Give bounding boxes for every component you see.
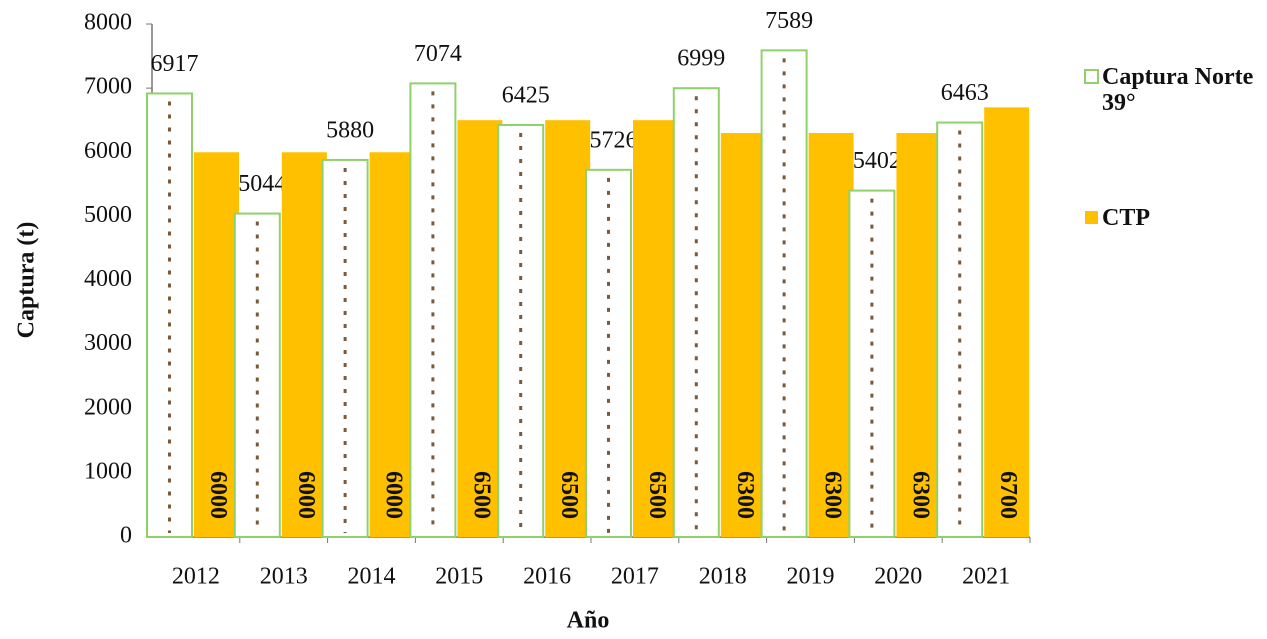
bar — [984, 107, 1030, 538]
y-tick-label: 3000 — [84, 330, 132, 356]
x-tick-label: 2019 — [787, 564, 835, 590]
bar — [457, 120, 503, 537]
legend-label: Captura Norte 39° — [1102, 64, 1254, 116]
value-label: 6300 — [820, 471, 846, 519]
value-label: 5402 — [853, 148, 901, 174]
bar — [808, 133, 854, 537]
legend-label: CTP — [1102, 205, 1150, 231]
bar — [585, 168, 632, 538]
bar — [146, 92, 193, 538]
x-tick-label: 2012 — [172, 564, 220, 590]
y-tick-label: 4000 — [84, 266, 132, 292]
x-tick-label: 2020 — [874, 564, 922, 590]
value-label: 6000 — [293, 471, 319, 519]
bar — [896, 133, 942, 537]
y-tick-label: 6000 — [84, 138, 132, 164]
value-label: 5044 — [238, 171, 286, 197]
x-tick-label: 2021 — [962, 564, 1010, 590]
value-label: 6000 — [205, 471, 231, 519]
value-label: 6500 — [644, 471, 670, 519]
legend-swatch — [1084, 69, 1099, 84]
x-tick-label: 2014 — [348, 564, 396, 590]
bar — [369, 152, 415, 537]
value-label: 6500 — [556, 471, 582, 519]
y-tick-label: 8000 — [84, 10, 132, 36]
y-axis-title: Captura (t) — [14, 222, 40, 339]
x-tick-label: 2018 — [699, 564, 747, 590]
value-label: 6425 — [502, 82, 550, 108]
y-tick-label: 0 — [120, 523, 132, 549]
value-label: 6999 — [677, 46, 725, 72]
value-label: 6700 — [995, 471, 1021, 519]
y-tick-label: 7000 — [84, 74, 132, 100]
value-label: 6463 — [941, 80, 989, 106]
legend-swatch — [1085, 211, 1098, 224]
value-label: 7589 — [765, 8, 813, 34]
x-tick-label: 2016 — [523, 564, 571, 590]
bar — [409, 82, 457, 538]
bar — [194, 152, 239, 537]
bar — [281, 152, 327, 537]
bar — [672, 87, 720, 539]
value-label: 6500 — [468, 471, 494, 519]
x-axis-title: Año — [567, 608, 610, 634]
value-label: 6917 — [151, 51, 199, 77]
value-label: 6300 — [732, 471, 758, 519]
bar — [633, 120, 678, 537]
value-label: 6300 — [907, 471, 933, 519]
bar — [720, 133, 766, 537]
value-label: 5726 — [590, 127, 638, 153]
value-label: 7074 — [414, 41, 462, 67]
x-tick-label: 2017 — [611, 564, 659, 590]
value-label: 6000 — [381, 471, 407, 519]
bar — [936, 121, 984, 539]
y-tick-label: 1000 — [84, 458, 132, 484]
bar — [848, 189, 896, 539]
bar — [545, 120, 591, 537]
value-label: 5880 — [326, 117, 374, 143]
y-tick-label: 2000 — [84, 394, 132, 420]
x-tick-label: 2013 — [260, 564, 308, 590]
y-tick-label: 5000 — [84, 202, 132, 228]
x-tick-label: 2015 — [435, 564, 483, 590]
